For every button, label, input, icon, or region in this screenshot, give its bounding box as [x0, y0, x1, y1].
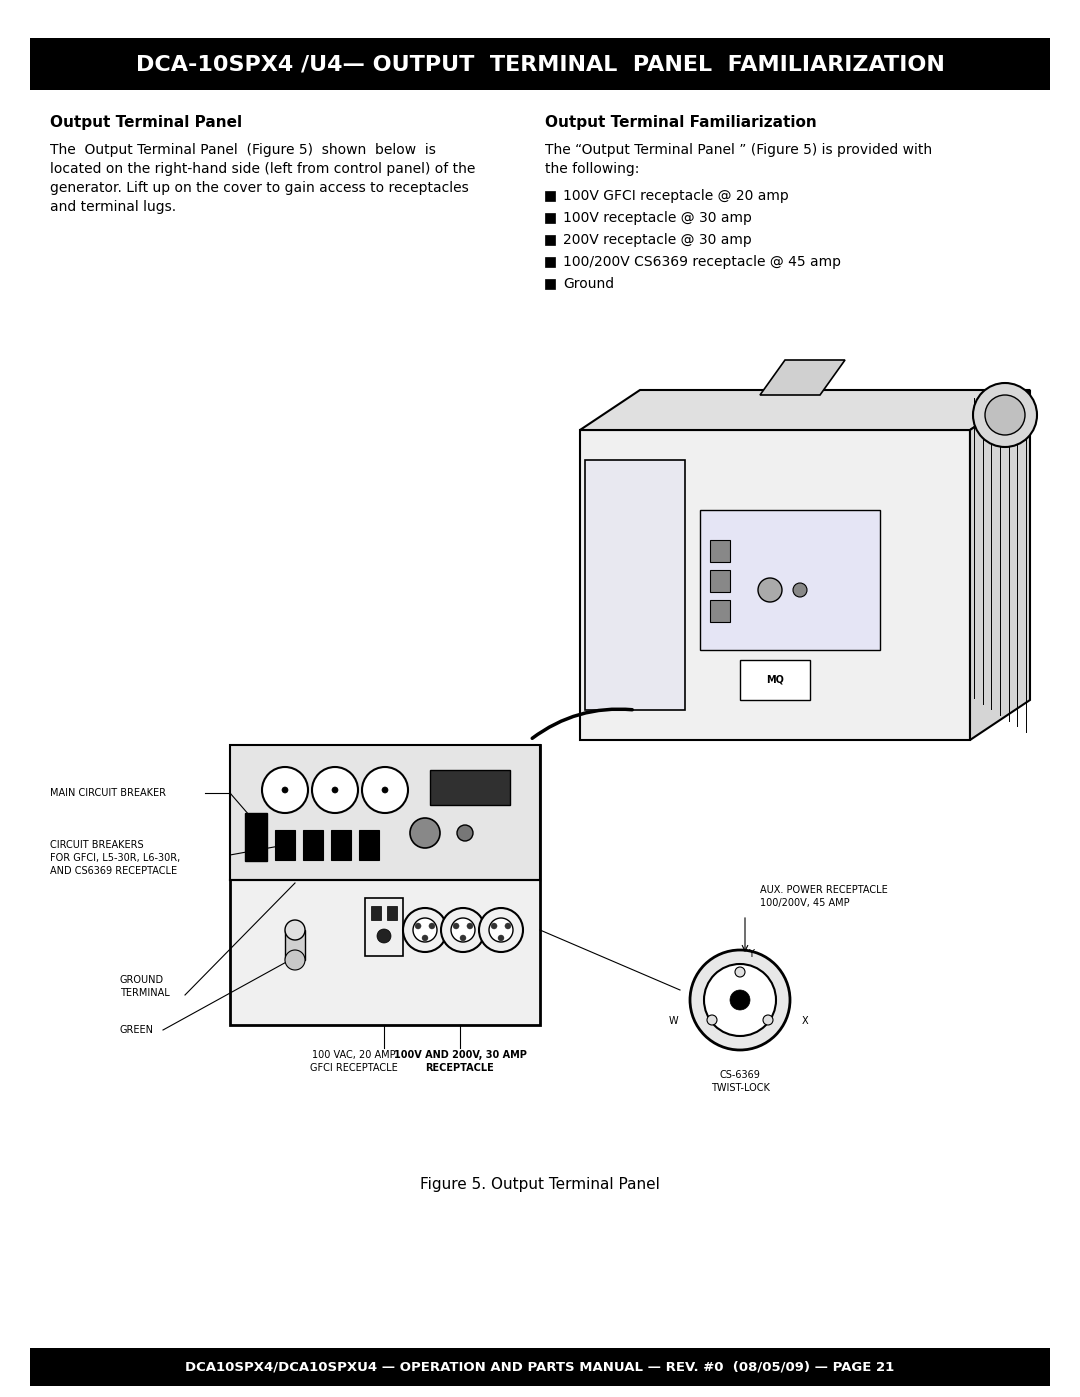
Circle shape	[332, 787, 338, 793]
Text: MAIN CIRCUIT BREAKER: MAIN CIRCUIT BREAKER	[50, 788, 166, 798]
Bar	[30, 1348, 1050, 1386]
Text: CS-6369
TWIST-LOCK: CS-6369 TWIST-LOCK	[711, 1070, 769, 1094]
Polygon shape	[580, 430, 970, 740]
Circle shape	[467, 923, 473, 929]
Bar	[585, 460, 685, 710]
Circle shape	[362, 767, 408, 813]
Circle shape	[505, 923, 511, 929]
Circle shape	[285, 950, 305, 970]
Circle shape	[730, 990, 750, 1010]
Text: GROUND
TERMINAL: GROUND TERMINAL	[120, 975, 170, 999]
Text: 100 VAC, 20 AMP
GFCI RECEPTACLE: 100 VAC, 20 AMP GFCI RECEPTACLE	[310, 1051, 397, 1073]
Circle shape	[441, 908, 485, 951]
Circle shape	[460, 935, 465, 942]
Circle shape	[758, 578, 782, 602]
Bar	[545, 212, 555, 224]
Circle shape	[451, 918, 475, 942]
Bar	[359, 830, 379, 861]
Circle shape	[498, 935, 504, 942]
Text: CIRCUIT BREAKERS
FOR GFCI, L5-30R, L6-30R,
AND CS6369 RECEPTACLE: CIRCUIT BREAKERS FOR GFCI, L5-30R, L6-30…	[50, 840, 180, 876]
Text: AUX. POWER RECEPTACLE
100/200V, 45 AMP: AUX. POWER RECEPTACLE 100/200V, 45 AMP	[760, 886, 888, 908]
Circle shape	[707, 1016, 717, 1025]
Circle shape	[403, 908, 447, 951]
Bar	[330, 830, 351, 861]
Bar	[30, 38, 1050, 89]
Circle shape	[735, 967, 745, 977]
Circle shape	[985, 395, 1025, 434]
Bar	[700, 510, 880, 650]
Text: GREEN: GREEN	[120, 1025, 154, 1035]
Bar	[230, 745, 540, 1025]
Text: 100V GFCI receptacle @ 20 amp: 100V GFCI receptacle @ 20 amp	[563, 189, 788, 203]
Bar	[740, 659, 810, 700]
Text: Output Terminal Familiarization: Output Terminal Familiarization	[545, 115, 816, 130]
Circle shape	[429, 923, 435, 929]
Bar	[545, 279, 555, 289]
Text: 100/200V CS6369 receptacle @ 45 amp: 100/200V CS6369 receptacle @ 45 amp	[563, 256, 841, 270]
Bar	[430, 770, 510, 805]
Text: located on the right-hand side (left from control panel) of the: located on the right-hand side (left fro…	[50, 162, 475, 176]
Bar	[303, 830, 323, 861]
Circle shape	[415, 923, 421, 929]
Bar	[545, 235, 555, 244]
Text: 100V AND 200V, 30 AMP
RECEPTACLE: 100V AND 200V, 30 AMP RECEPTACLE	[393, 1051, 526, 1073]
Circle shape	[262, 767, 308, 813]
Bar	[275, 830, 295, 861]
Polygon shape	[580, 390, 1030, 430]
Circle shape	[480, 908, 523, 951]
Text: 200V receptacle @ 30 amp: 200V receptacle @ 30 amp	[563, 233, 752, 247]
Text: Output Terminal Panel: Output Terminal Panel	[50, 115, 242, 130]
Text: the following:: the following:	[545, 162, 639, 176]
Circle shape	[704, 964, 777, 1037]
Circle shape	[454, 923, 459, 929]
Text: The  Output Terminal Panel  (Figure 5)  shown  below  is: The Output Terminal Panel (Figure 5) sho…	[50, 142, 436, 156]
Circle shape	[422, 935, 428, 942]
Circle shape	[793, 583, 807, 597]
Bar	[545, 257, 555, 267]
Circle shape	[282, 787, 288, 793]
Bar	[245, 813, 267, 861]
Circle shape	[690, 950, 789, 1051]
Text: MQ: MQ	[766, 675, 784, 685]
Bar	[710, 541, 730, 562]
Circle shape	[312, 767, 357, 813]
Circle shape	[285, 921, 305, 940]
Text: DCA-10SPX4 /U4— OUTPUT  TERMINAL  PANEL  FAMILIARIZATION: DCA-10SPX4 /U4— OUTPUT TERMINAL PANEL FA…	[136, 54, 944, 74]
Text: Ground: Ground	[563, 277, 615, 291]
Text: DCA10SPX4/DCA10SPXU4 — OPERATION AND PARTS MANUAL — REV. #0  (08/05/09) — PAGE 2: DCA10SPX4/DCA10SPXU4 — OPERATION AND PAR…	[186, 1361, 894, 1373]
Circle shape	[762, 1016, 773, 1025]
Circle shape	[457, 826, 473, 841]
Bar	[365, 898, 403, 956]
Circle shape	[491, 923, 497, 929]
Text: Y: Y	[748, 949, 754, 958]
Circle shape	[377, 929, 391, 943]
Circle shape	[382, 787, 388, 793]
Text: Figure 5. Output Terminal Panel: Figure 5. Output Terminal Panel	[420, 1178, 660, 1193]
Text: X: X	[802, 1016, 809, 1025]
Bar	[710, 599, 730, 622]
Text: generator. Lift up on the cover to gain access to receptacles: generator. Lift up on the cover to gain …	[50, 182, 469, 196]
Circle shape	[413, 918, 437, 942]
Text: 100V receptacle @ 30 amp: 100V receptacle @ 30 amp	[563, 211, 752, 225]
Bar	[285, 930, 305, 960]
Text: The “Output Terminal Panel ” (Figure 5) is provided with: The “Output Terminal Panel ” (Figure 5) …	[545, 142, 932, 156]
Polygon shape	[760, 360, 845, 395]
Bar	[387, 907, 397, 921]
Polygon shape	[970, 390, 1030, 740]
Circle shape	[973, 383, 1037, 447]
Bar	[372, 907, 381, 921]
Text: W: W	[669, 1016, 678, 1025]
Bar	[545, 191, 555, 201]
Circle shape	[489, 918, 513, 942]
Text: and terminal lugs.: and terminal lugs.	[50, 200, 176, 214]
Bar	[230, 745, 540, 880]
Bar	[710, 570, 730, 592]
Circle shape	[410, 819, 440, 848]
